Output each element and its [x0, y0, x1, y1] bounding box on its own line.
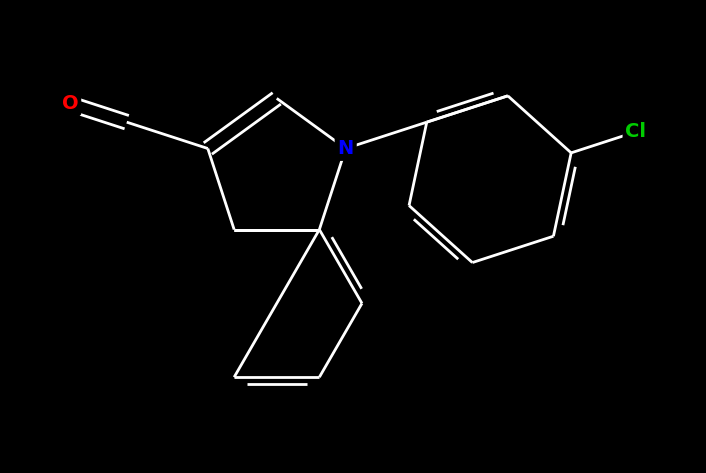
Text: Cl: Cl: [626, 123, 647, 141]
Text: O: O: [61, 94, 78, 113]
Text: N: N: [337, 139, 354, 158]
